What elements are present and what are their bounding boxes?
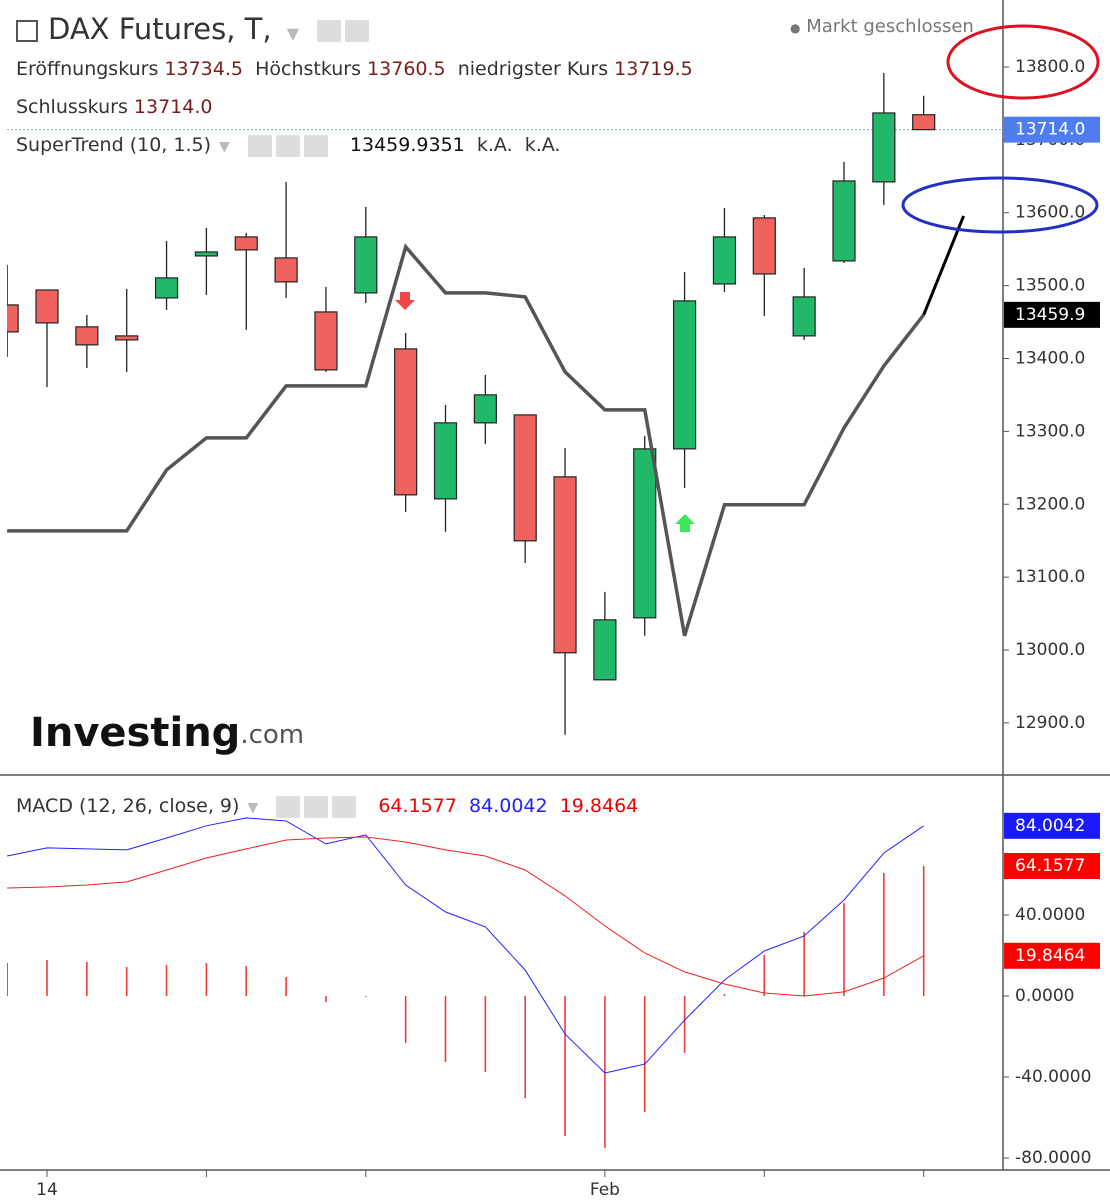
y-tick-label: 13000.0: [1015, 640, 1085, 660]
ohlc-value: 13719.5: [614, 58, 693, 80]
overlay-name: SuperTrend (10, 1.5): [16, 134, 212, 156]
logo-suffix: .com: [240, 720, 304, 750]
price-badge: [1004, 116, 1100, 143]
ohlc-label: niedrigster Kurs: [457, 58, 609, 80]
y-tick-label: 13400.0: [1015, 348, 1085, 368]
logo-text: Investing: [30, 710, 240, 756]
ohlc-value: 13734.5: [164, 58, 243, 80]
price-badge: [1004, 942, 1100, 969]
candle-body: [672, 300, 697, 450]
y2-tick-label: 40.0000: [1015, 905, 1085, 925]
y-tick-label: 13500.0: [1015, 276, 1085, 296]
candle-body: [912, 114, 936, 131]
candle-body: [593, 619, 617, 681]
candle-body: [633, 448, 657, 619]
overlay-value: 13459.9351: [349, 134, 465, 156]
title-row: DAX Futures, T, ▼: [16, 12, 373, 46]
macd-line: [7, 836, 924, 997]
overlay-value: k.A.: [476, 134, 513, 156]
candle-body: [792, 296, 816, 337]
ohlc-row: Eröffnungskurs 13734.5 Höchstkurs 13760.…: [16, 58, 693, 80]
candle-body: [354, 236, 378, 294]
sell-signal: [395, 292, 415, 310]
price-badge-label: 84.0042: [1015, 816, 1085, 836]
close-icon[interactable]: [303, 134, 328, 157]
overlay-line: [7, 243, 926, 637]
overlay-legend: SuperTrend (10, 1.5) ▼ 13459.9351 k.A. k.…: [16, 134, 561, 157]
candle-body: [154, 277, 179, 299]
price-badge-label: 19.8464: [1015, 946, 1085, 966]
candle-body: [872, 112, 896, 183]
y-tick-label: 13100.0: [1015, 567, 1085, 587]
gear-icon[interactable]: [345, 20, 370, 42]
y-tick-label: 13300.0: [1015, 421, 1085, 441]
price-badge: [1004, 853, 1100, 880]
macd-name: MACD (12, 26, close, 9): [16, 795, 240, 817]
candle-body: [194, 251, 218, 257]
price-badge: [1004, 812, 1100, 839]
annotation-ellipse: [946, 24, 1100, 100]
candle-body: [274, 257, 298, 283]
candle-body: [394, 348, 418, 496]
ohlc-value: 13760.5: [367, 58, 446, 80]
status-text: Markt geschlossen: [806, 16, 974, 37]
candle-body: [7, 304, 19, 333]
candle-body: [553, 476, 577, 654]
x-tick-label: 14: [36, 1180, 58, 1200]
price-badge-label: 64.1577: [1015, 856, 1085, 876]
price-badge-label: 13714.0: [1015, 120, 1085, 140]
ohlc-value: 13714.0: [133, 96, 213, 118]
macd-legend: MACD (12, 26, close, 9) ▼ 64.1577 84.0042…: [16, 795, 639, 818]
collapse-icon[interactable]: [16, 20, 38, 42]
candle-body: [314, 311, 338, 371]
macd-value: 64.1577: [378, 795, 457, 817]
candle-body: [35, 289, 59, 324]
ohlc-label: Höchstkurs: [255, 58, 362, 80]
eye-icon[interactable]: [317, 20, 342, 42]
price-badge: [1004, 301, 1100, 328]
overlay-value: k.A.: [524, 134, 561, 156]
candle-body: [513, 414, 537, 542]
ohlc-row: Schlusskurs 13714.0: [16, 96, 212, 118]
status: ● Markt geschlossen: [790, 16, 974, 37]
x-tick-label: Feb: [590, 1180, 620, 1200]
y-tick-label: 13800.0: [1015, 57, 1085, 77]
macd-value: 84.0042: [469, 795, 548, 817]
macd-line: [7, 817, 924, 1074]
buy-signal: [675, 514, 695, 532]
macd-value: 19.8464: [559, 795, 639, 817]
candle-body: [433, 422, 458, 500]
gear-icon[interactable]: [304, 795, 329, 818]
overlay-projection: [922, 215, 965, 316]
y2-tick-label: -40.0000: [1015, 1067, 1091, 1087]
price-badge-label: 13459.9: [1015, 305, 1085, 325]
candle-body: [473, 394, 497, 424]
candle-body: [75, 326, 99, 346]
candle-body: [752, 217, 776, 275]
y-tick-label: 13600.0: [1015, 203, 1085, 223]
candle-body: [832, 180, 856, 262]
eye-icon[interactable]: [247, 134, 272, 157]
close-icon[interactable]: [332, 795, 357, 818]
y2-tick-label: 0.0000: [1015, 986, 1074, 1006]
logo: Investing.com: [30, 710, 304, 756]
candle-body: [234, 236, 258, 251]
y2-tick-label: -80.0000: [1015, 1148, 1091, 1168]
ohlc-label: Eröffnungskurs: [16, 58, 159, 80]
annotation-ellipse: [901, 176, 1099, 234]
title: DAX Futures, T,: [48, 12, 272, 46]
ohlc-label: Schlusskurs: [16, 96, 128, 118]
gear-icon[interactable]: [275, 134, 300, 157]
candle-body: [115, 335, 139, 341]
candle-body: [712, 236, 737, 285]
y-tick-label: 13200.0: [1015, 494, 1085, 514]
caret[interactable]: ▼: [286, 24, 300, 43]
y-tick-label: 12900.0: [1015, 713, 1085, 733]
eye-icon[interactable]: [276, 795, 301, 818]
